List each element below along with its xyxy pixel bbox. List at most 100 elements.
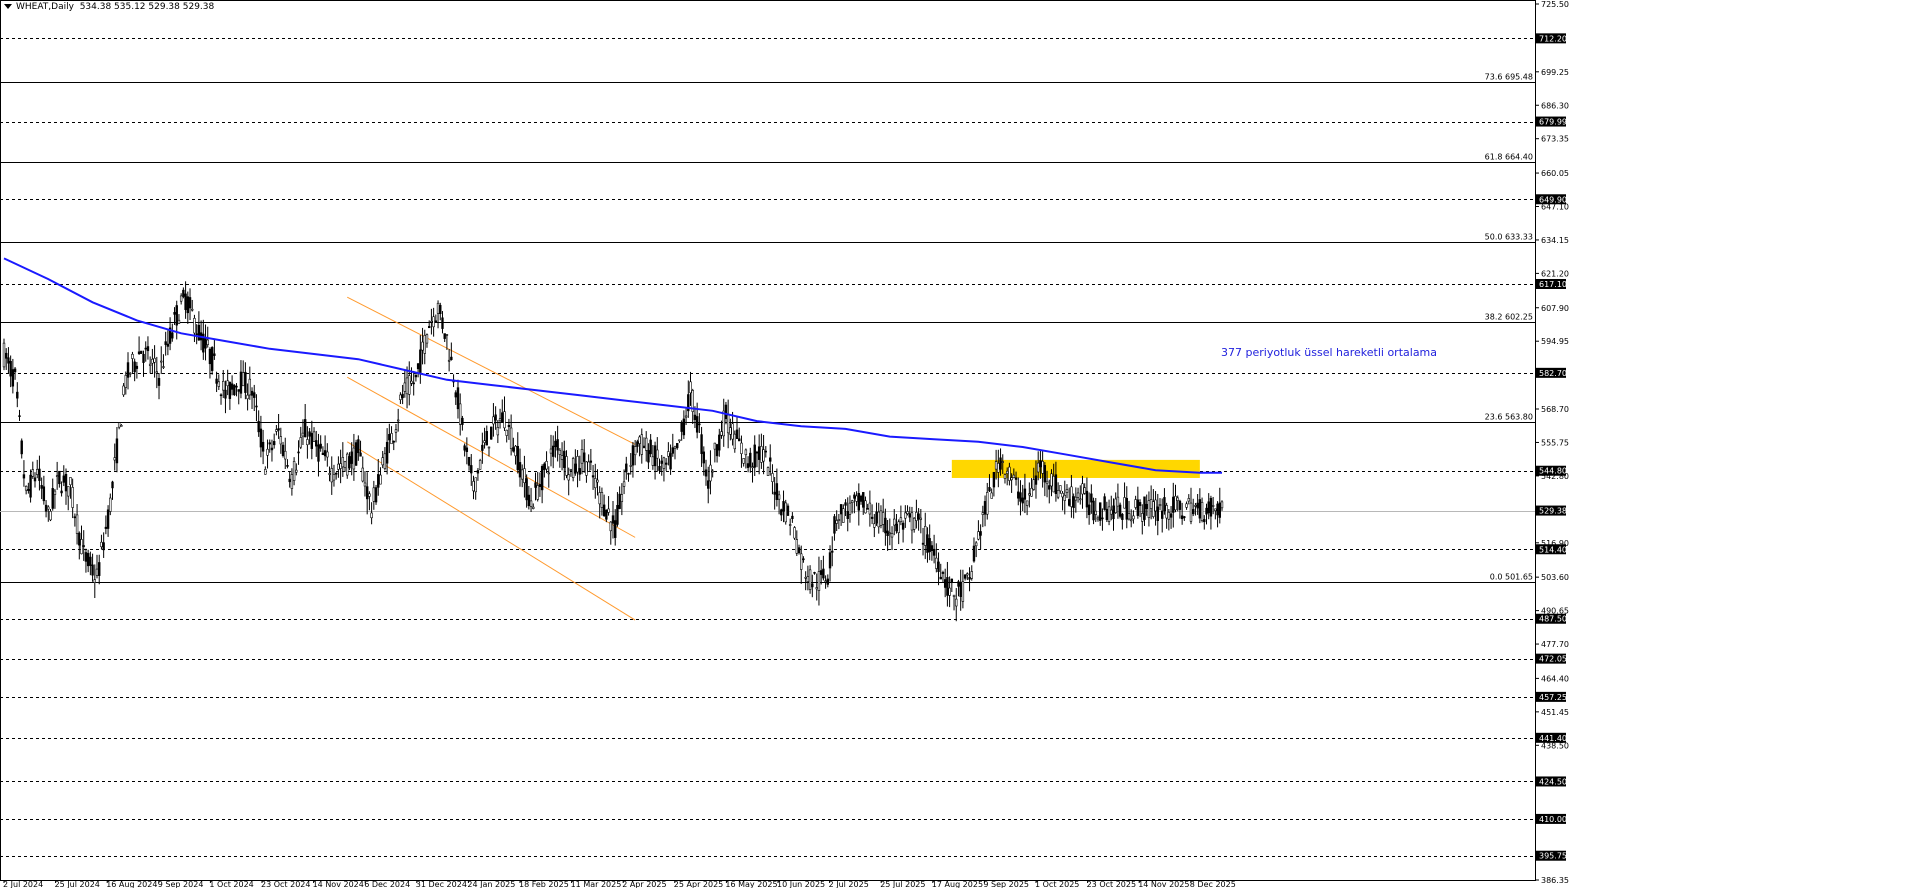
candle-body (330, 468, 333, 483)
candle-body (1178, 500, 1182, 510)
candle-body (771, 473, 774, 482)
candle-body (246, 394, 249, 400)
candle-body (1107, 506, 1111, 522)
candle-body (950, 578, 954, 583)
candle-body (334, 472, 338, 475)
candle-body (507, 424, 511, 428)
candle-body (281, 444, 285, 457)
y-tick-label: 438.50 (1541, 741, 1569, 750)
candle-body (306, 439, 309, 446)
candle-body (1019, 492, 1022, 502)
candle-body (303, 419, 307, 438)
fib-label-61.8: 61.8 664.40 (1485, 153, 1533, 162)
candle-body (379, 474, 382, 485)
candle-body (638, 436, 641, 444)
candle-body (496, 427, 500, 436)
candle-body (633, 446, 637, 456)
candle-body (95, 568, 99, 576)
collapse-triangle-icon[interactable] (4, 4, 12, 9)
level-price-box (1536, 544, 1566, 555)
candle-body (824, 580, 827, 583)
symbol-label: WHEAT,Daily (16, 2, 74, 12)
candle-body (84, 552, 88, 562)
candle-body (868, 502, 872, 515)
candle-body (1001, 461, 1004, 463)
candle-body (764, 450, 768, 453)
level-price-label: 529.38 (1539, 507, 1567, 516)
candle-body (1194, 505, 1197, 507)
candle-body (587, 461, 590, 472)
candle-body (33, 477, 37, 482)
candle-body (204, 337, 207, 349)
candle-body (744, 449, 748, 456)
candle-body (365, 486, 369, 500)
candle-body (390, 433, 393, 445)
candle-body (1023, 488, 1027, 500)
candle-body (552, 445, 555, 457)
candle-body (148, 363, 152, 366)
candle-body (578, 468, 581, 475)
x-tick-label: 1 Oct 2024 (209, 880, 253, 888)
candle-body (1103, 496, 1106, 510)
candle-body (179, 295, 183, 302)
candle-body (833, 516, 836, 534)
candle-body (1116, 496, 1120, 507)
candle-body (219, 394, 223, 397)
candle-body (828, 552, 832, 569)
candle-body (1032, 479, 1035, 490)
candle-body (1041, 461, 1044, 474)
candle-body (412, 382, 415, 385)
y-tick-label: 386.35 (1541, 876, 1569, 885)
candle-body (5, 352, 8, 359)
candle-body (986, 492, 989, 515)
x-tick-label: 23 Oct 2024 (261, 880, 310, 888)
candle-body (864, 500, 867, 514)
candle-body (1192, 509, 1195, 515)
level-price-label: 514.40 (1539, 545, 1567, 554)
level-price-label: 582.70 (1539, 369, 1567, 378)
candle-body (1112, 505, 1115, 520)
candle-body (1072, 496, 1075, 508)
candle-body (226, 380, 229, 387)
candle-body (120, 425, 123, 427)
candle-body (919, 517, 923, 520)
candle-body (146, 346, 150, 352)
candle-body (441, 317, 444, 329)
candle-body (988, 487, 991, 492)
level-price-box (1536, 505, 1566, 516)
candle-body (377, 474, 380, 488)
candle-body (538, 484, 542, 487)
candle-body (275, 429, 278, 432)
level-price-box (1536, 732, 1566, 743)
candle-body (791, 515, 794, 520)
candle-body (1021, 497, 1024, 504)
fib-label-38.2: 38.2 602.25 (1485, 313, 1533, 322)
candle-body (1017, 491, 1020, 499)
candle-body (609, 521, 612, 532)
candle-body (91, 564, 94, 576)
candle-body (835, 520, 838, 524)
candle-body (268, 442, 271, 445)
candle-body (622, 481, 626, 487)
candle-body (467, 456, 471, 466)
candle-body (7, 357, 10, 364)
y-tick-label: 647.10 (1541, 203, 1569, 212)
candle-body (877, 511, 880, 528)
candle-body (478, 460, 482, 470)
candle-body (286, 465, 289, 467)
candle-body (910, 512, 914, 531)
level-price-label: 441.40 (1539, 734, 1567, 743)
candle-body (1056, 490, 1060, 498)
candle-body (1127, 513, 1131, 520)
candle-body (930, 545, 934, 551)
candle-body (131, 353, 134, 359)
candle-body (669, 453, 672, 470)
candle-body (1118, 504, 1122, 517)
level-price-box (1536, 850, 1566, 861)
candle-body (512, 447, 515, 452)
candle-body (1138, 502, 1142, 506)
candle-body (197, 324, 201, 341)
candle-body (740, 442, 743, 454)
candle-body (1063, 494, 1066, 501)
candle-body (443, 333, 446, 339)
